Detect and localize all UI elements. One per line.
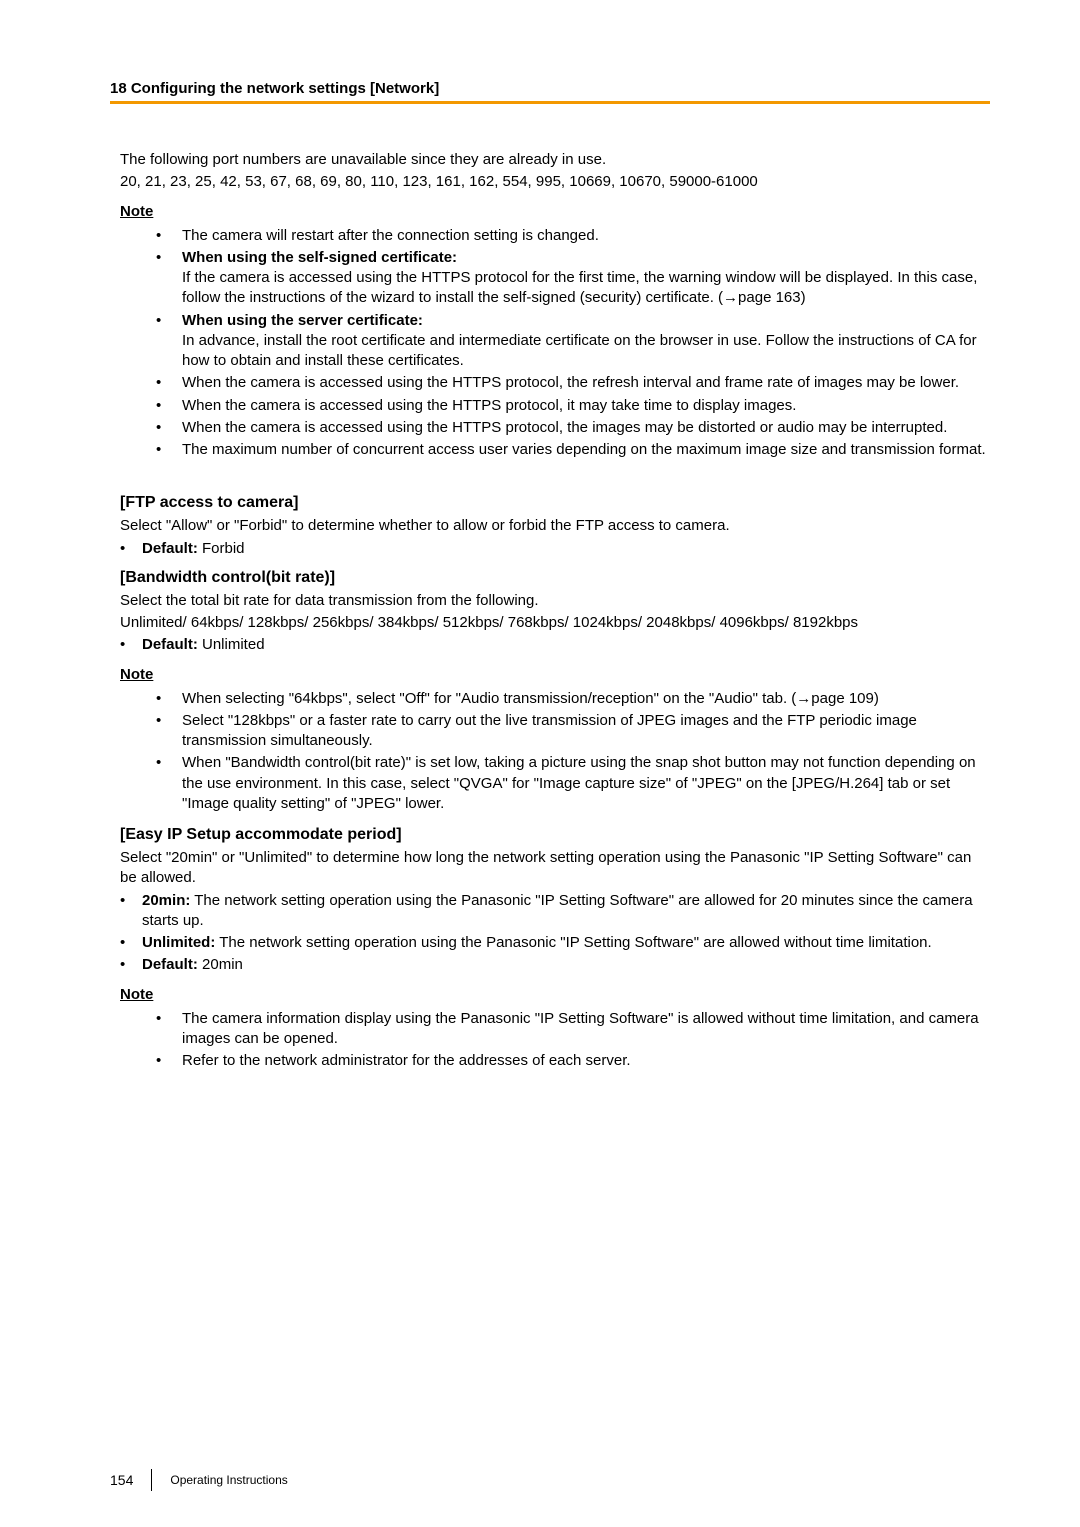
- note3-item: The camera information display using the…: [156, 1009, 990, 1050]
- note2-item: Select "128kbps" or a faster rate to car…: [156, 711, 990, 752]
- body: The following port numbers are unavailab…: [120, 150, 990, 1071]
- bandwidth-desc2: Unlimited/ 64kbps/ 128kbps/ 256kbps/ 384…: [120, 613, 990, 633]
- note1-item-text: When the camera is accessed using the HT…: [182, 419, 947, 436]
- easyip-desc: Select "20min" or "Unlimited" to determi…: [120, 848, 990, 889]
- note1-item: The camera will restart after the connec…: [156, 226, 990, 246]
- note1-item-text: If the camera is accessed using the HTTP…: [182, 269, 977, 306]
- intro-line2: 20, 21, 23, 25, 42, 53, 67, 68, 69, 80, …: [120, 172, 990, 192]
- note1-item: The maximum number of concurrent access …: [156, 440, 990, 460]
- ftp-desc: Select "Allow" or "Forbid" to determine …: [120, 516, 990, 536]
- note1-item-text: The camera will restart after the connec…: [182, 227, 599, 244]
- bandwidth-default-item: Default: Unlimited: [120, 635, 990, 655]
- note1-item-bold: When using the server certificate:: [182, 312, 423, 329]
- ftp-heading: [FTP access to camera]: [120, 494, 990, 512]
- easyip-item: Unlimited: The network setting operation…: [120, 933, 990, 953]
- note1-item: When using the self-signed certificate: I…: [156, 248, 990, 309]
- note1-item-bold: When using the self-signed certificate:: [182, 249, 457, 266]
- note3-item: Refer to the network administrator for t…: [156, 1051, 990, 1071]
- easyip-heading: [Easy IP Setup accommodate period]: [120, 826, 990, 844]
- bandwidth-heading: [Bandwidth control(bit rate)]: [120, 569, 990, 587]
- note1-item: When using the server certificate: In adv…: [156, 311, 990, 372]
- bandwidth-default-list: Default: Unlimited: [120, 635, 990, 655]
- note2-item: When "Bandwidth control(bit rate)" is se…: [156, 753, 990, 814]
- bandwidth-desc1: Select the total bit rate for data trans…: [120, 591, 990, 611]
- default-value: Unlimited: [198, 636, 265, 653]
- note2-item: When selecting "64kbps", select "Off" fo…: [156, 689, 990, 709]
- note3-item-text: Refer to the network administrator for t…: [182, 1052, 631, 1069]
- note1-item-text: In advance, install the root certificate…: [182, 332, 977, 369]
- note1-item-text: The maximum number of concurrent access …: [182, 441, 986, 458]
- easyip-item-text: 20min: [198, 956, 243, 973]
- note1-heading: Note: [120, 203, 990, 220]
- easyip-item-bold: Unlimited:: [142, 934, 215, 951]
- default-label: Default:: [142, 636, 198, 653]
- note1-item: When the camera is accessed using the HT…: [156, 373, 990, 393]
- easyip-list: 20min: The network setting operation usi…: [120, 891, 990, 976]
- note2-list: When selecting "64kbps", select "Off" fo…: [156, 689, 990, 815]
- chapter-header: 18 Configuring the network settings [Net…: [110, 80, 990, 97]
- easyip-item: Default: 20min: [120, 955, 990, 975]
- note3-item-text: The camera information display using the…: [182, 1010, 979, 1047]
- note1-item: When the camera is accessed using the HT…: [156, 418, 990, 438]
- note2-item-text: When "Bandwidth control(bit rate)" is se…: [182, 754, 976, 812]
- note2-item-text: Select "128kbps" or a faster rate to car…: [182, 712, 917, 749]
- header-rule: [110, 101, 990, 104]
- default-label: Default:: [142, 540, 198, 557]
- footer-divider: [151, 1469, 152, 1491]
- default-value: Forbid: [198, 540, 245, 557]
- easyip-item-text: The network setting operation using the …: [215, 934, 931, 951]
- intro-line1: The following port numbers are unavailab…: [120, 150, 990, 170]
- note2-item-text: When selecting "64kbps", select "Off" fo…: [182, 690, 879, 707]
- ftp-default-list: Default: Forbid: [120, 539, 990, 559]
- note1-item-text: When the camera is accessed using the HT…: [182, 397, 796, 414]
- note3-list: The camera information display using the…: [156, 1009, 990, 1072]
- note3-heading: Note: [120, 986, 990, 1003]
- page-number: 154: [110, 1472, 133, 1488]
- note2-heading: Note: [120, 666, 990, 683]
- footer-label: Operating Instructions: [170, 1473, 287, 1487]
- page: 18 Configuring the network settings [Net…: [0, 0, 1080, 1527]
- note1-list: The camera will restart after the connec…: [156, 226, 990, 461]
- easyip-item-bold: Default:: [142, 956, 198, 973]
- easyip-item-bold: 20min:: [142, 892, 190, 909]
- note1-item: When the camera is accessed using the HT…: [156, 396, 990, 416]
- ftp-default-item: Default: Forbid: [120, 539, 990, 559]
- note1-item-text: When the camera is accessed using the HT…: [182, 374, 959, 391]
- easyip-item-text: The network setting operation using the …: [142, 892, 973, 929]
- footer: 154 Operating Instructions: [110, 1469, 288, 1491]
- easyip-item: 20min: The network setting operation usi…: [120, 891, 990, 932]
